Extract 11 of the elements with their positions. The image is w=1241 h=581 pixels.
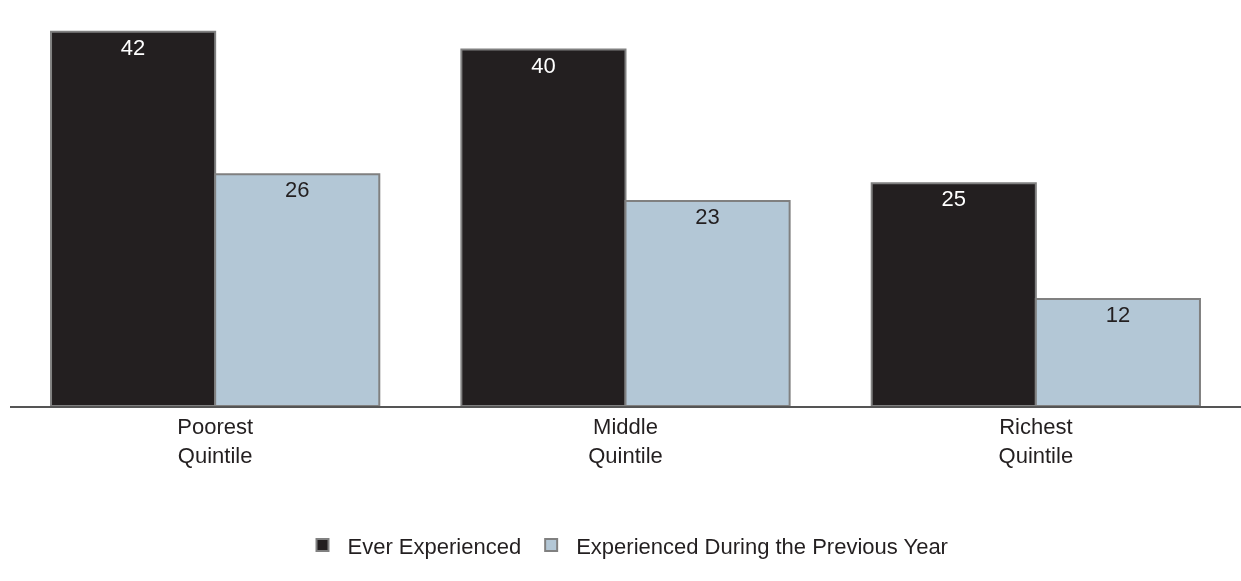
data-label: 25 <box>941 186 967 212</box>
legend-label: Ever Experienced <box>347 533 522 559</box>
x-tick-label: Poorest Quintile <box>177 414 254 468</box>
data-label: 40 <box>531 52 556 78</box>
legend-label: Experienced During the Previous Year <box>576 533 948 559</box>
x-tick-label: Richest Quintile <box>998 414 1074 468</box>
data-label: 26 <box>284 177 310 203</box>
x-tick-label: Middle Quintile <box>588 414 663 468</box>
data-label: 42 <box>120 34 146 60</box>
data-label: 23 <box>695 204 720 230</box>
data-label: 12 <box>1105 302 1131 328</box>
